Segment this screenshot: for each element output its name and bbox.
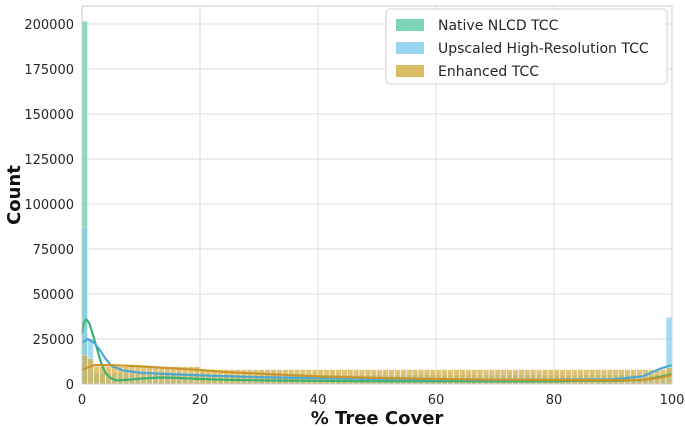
x-tick-label: 100 <box>660 393 685 408</box>
legend-swatch <box>396 65 424 77</box>
legend: Native NLCD TCC Upscaled High-Resolution … <box>385 8 668 85</box>
y-tick-label: 125000 <box>24 153 74 168</box>
histogram-bar <box>111 366 118 385</box>
y-tick-label: 25000 <box>33 333 74 348</box>
legend-swatch <box>396 19 424 31</box>
histogram-bar <box>152 366 159 385</box>
x-tick-label: 80 <box>546 393 563 408</box>
plot-frame <box>81 5 673 385</box>
histogram-bar <box>87 358 94 385</box>
x-axis-title: % Tree Cover <box>311 408 444 427</box>
legend-box <box>385 8 668 85</box>
y-tick-label: 0 <box>66 378 74 393</box>
y-tick-label: 100000 <box>24 198 74 213</box>
histogram-bar <box>140 366 147 385</box>
kde-curve <box>81 364 673 382</box>
x-tick-label: 0 <box>78 393 86 408</box>
histogram-bar <box>618 369 625 385</box>
tick-labels: 0 20 40 60 80 100 0 25000 50000 75000 100000 125000… <box>24 18 684 408</box>
y-tick-label: 175000 <box>24 63 74 78</box>
legend-swatch <box>396 42 424 54</box>
histogram-bar <box>93 366 100 385</box>
y-tick-label: 75000 <box>33 243 74 258</box>
histogram-bar <box>123 366 129 385</box>
histogram-bar <box>129 366 135 385</box>
legend-label: Upscaled High-Resolution TCC <box>438 41 649 57</box>
y-tick-label: 50000 <box>33 288 74 303</box>
x-tick-label: 40 <box>310 393 327 408</box>
kde-curves <box>80 318 673 383</box>
x-tick-label: 20 <box>192 393 209 408</box>
histogram-bar <box>158 366 165 385</box>
histogram-bar <box>164 366 171 385</box>
y-tick-label: 200000 <box>24 18 74 33</box>
y-tick-label: 150000 <box>24 108 74 123</box>
x-tick-label: 60 <box>428 393 445 408</box>
histogram-bar <box>199 369 206 385</box>
histogram-bar <box>134 366 141 385</box>
legend-label: Enhanced TCC <box>438 64 539 80</box>
histogram-bar <box>146 366 153 385</box>
y-axis-title: Count <box>4 165 25 225</box>
legend-label: Native NLCD TCC <box>438 18 559 34</box>
